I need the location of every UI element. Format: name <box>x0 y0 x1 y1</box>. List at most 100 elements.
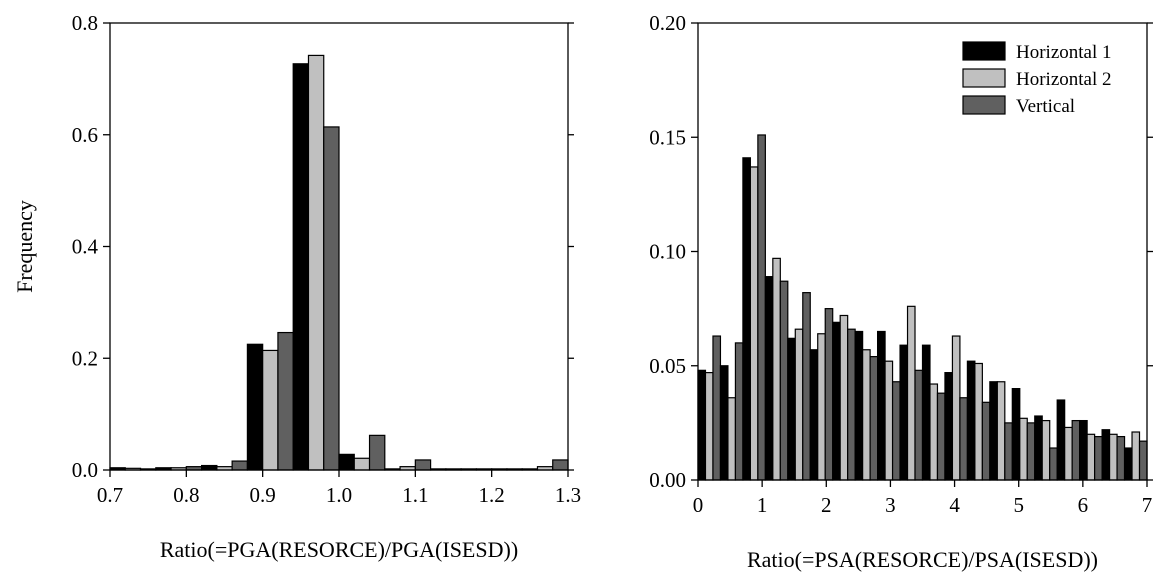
bar-vertical-12 <box>981 401 991 481</box>
bar-horizontal-1-19 <box>1123 447 1133 481</box>
bar-horizontal-2-18 <box>1108 433 1118 481</box>
bar-horizontal-1-1 <box>719 365 729 481</box>
bar-horizontal-1-3 <box>764 276 774 481</box>
bar-horizontal-2-7 <box>862 349 871 481</box>
x-tick-label: 1.2 <box>479 483 505 507</box>
psa-ratio-histogram: 0.00 0.05 0.10 0.15 0.20 0 1 2 3 4 5 6 7 Ratio(=PSA(R… <box>649 11 1153 572</box>
bar-horizontal-1-2 <box>742 157 751 481</box>
bar-horizontal-2-1 <box>727 397 737 481</box>
x-tick-label: 1.3 <box>555 483 581 507</box>
x-tick-label: 7 <box>1142 493 1153 517</box>
y-tick-label: 0.4 <box>72 235 99 259</box>
legend-swatch-horizontal-1 <box>962 41 1006 61</box>
bar-horizontal-1-14 <box>1011 388 1021 481</box>
y-tick-label: 0.15 <box>649 125 686 149</box>
legend-label: Vertical <box>1016 96 1075 117</box>
bar-horizontal-2-5 <box>353 457 371 471</box>
x-tick-label: 3 <box>885 493 896 517</box>
bar-horizontal-2-5 <box>817 333 826 481</box>
bar-horizontal-1-5 <box>338 453 355 471</box>
bar-vertical-13 <box>1004 422 1013 481</box>
bar-vertical-2 <box>757 134 766 481</box>
bar-vertical-19 <box>1138 440 1148 481</box>
bar-horizontal-2-0 <box>704 372 714 481</box>
bar-vertical-0 <box>712 335 722 481</box>
y-tick-label: 0.20 <box>649 11 686 35</box>
bar-horizontal-1-15 <box>1034 415 1043 481</box>
bar-horizontal-2-2 <box>749 166 759 481</box>
x-axis-label: Ratio(=PGA(RESORCE)/PGA(ISESD)) <box>160 537 518 562</box>
bar-horizontal-1-6 <box>832 321 841 481</box>
bar-horizontal-2-3 <box>262 349 279 471</box>
bar-vertical-9 <box>914 369 924 481</box>
legend-swatch-horizontal-2 <box>962 68 1006 88</box>
bar-horizontal-2-11 <box>951 335 961 481</box>
x-tick-label: 2 <box>821 493 832 517</box>
bar-horizontal-2-4 <box>307 54 325 471</box>
bar-horizontal-1-0 <box>697 369 707 481</box>
bar-vertical-16 <box>1071 419 1081 481</box>
x-tick-label: 1 <box>757 493 768 517</box>
bar-vertical-17 <box>1094 435 1103 481</box>
bar-horizontal-1-4 <box>292 63 310 471</box>
x-tick-label: 6 <box>1078 493 1089 517</box>
y-tick-label: 0.10 <box>649 240 686 264</box>
bar-vertical-18 <box>1116 435 1126 481</box>
bar-vertical-7 <box>869 356 879 481</box>
x-tick-label: 0.7 <box>97 483 123 507</box>
x-tick-label: 4 <box>949 493 960 517</box>
bar-horizontal-2-3 <box>772 257 781 481</box>
bar-horizontal-2-19 <box>1131 431 1141 481</box>
bar-vertical-9 <box>552 459 569 471</box>
bar-horizontal-2-13 <box>996 381 1006 481</box>
bar-horizontal-2-14 <box>1019 417 1028 481</box>
bar-vertical-10 <box>936 392 946 481</box>
bar-horizontal-1-10 <box>921 344 931 481</box>
bar-vertical-5 <box>368 434 386 471</box>
bar-horizontal-2-12 <box>974 362 983 481</box>
bar-horizontal-1-7 <box>854 330 864 481</box>
x-tick-label: 0 <box>693 493 704 517</box>
bar-vertical-15 <box>1049 447 1058 481</box>
bar-vertical-1 <box>734 342 744 481</box>
bar-vertical-6 <box>414 459 432 471</box>
bar-horizontal-1-3 <box>246 343 264 471</box>
bar-vertical-3 <box>779 280 789 481</box>
bar-horizontal-1-11 <box>944 372 954 481</box>
y-tick-label: 0.2 <box>72 346 98 370</box>
bar-horizontal-1-13 <box>989 381 998 481</box>
x-tick-label: 1.1 <box>402 483 428 507</box>
bar-horizontal-1-9 <box>899 344 909 481</box>
bar-horizontal-1-17 <box>1079 419 1088 481</box>
bar-horizontal-2-15 <box>1041 419 1051 481</box>
bar-horizontal-2-6 <box>839 314 849 481</box>
bar-horizontal-1-12 <box>966 360 976 481</box>
x-tick-label: 0.9 <box>250 483 276 507</box>
bar-vertical-8 <box>891 381 901 481</box>
bar-horizontal-1-2 <box>201 464 218 471</box>
y-tick-label: 0.8 <box>72 11 98 35</box>
bar-vertical-3 <box>277 331 294 471</box>
x-tick-label: 5 <box>1013 493 1024 517</box>
legend-swatch-vertical <box>962 95 1006 115</box>
y-tick-label: 0.0 <box>72 458 98 482</box>
bar-vertical-4 <box>802 292 811 481</box>
bar-vertical-5 <box>824 308 834 481</box>
legend-label: Horizontal 1 <box>1016 42 1112 63</box>
x-tick-label: 0.8 <box>173 483 199 507</box>
bar-vertical-14 <box>1026 422 1036 481</box>
bar-horizontal-2-17 <box>1086 433 1096 481</box>
bar-horizontal-2-4 <box>794 328 804 481</box>
x-axis-label: Ratio(=PSA(RESORCE)/PSA(ISESD)) <box>747 547 1098 572</box>
bar-vertical-2 <box>231 460 249 471</box>
bar-vertical-6 <box>847 328 856 481</box>
bar-horizontal-1-5 <box>809 349 819 481</box>
bar-horizontal-1-8 <box>876 330 886 481</box>
bar-vertical-11 <box>959 397 968 481</box>
legend-label: Horizontal 2 <box>1016 69 1112 90</box>
legend: Horizontal 1 Horizontal 2 Vertical <box>962 41 1112 117</box>
pga-ratio-histogram: 0.0 0.2 0.4 0.6 0.8 0.7 0.8 0.9 1.0 1.1 1.2 1.3 Rati… <box>12 11 581 562</box>
bar-horizontal-1-4 <box>787 337 796 481</box>
y-tick-label: 0.00 <box>649 468 686 492</box>
